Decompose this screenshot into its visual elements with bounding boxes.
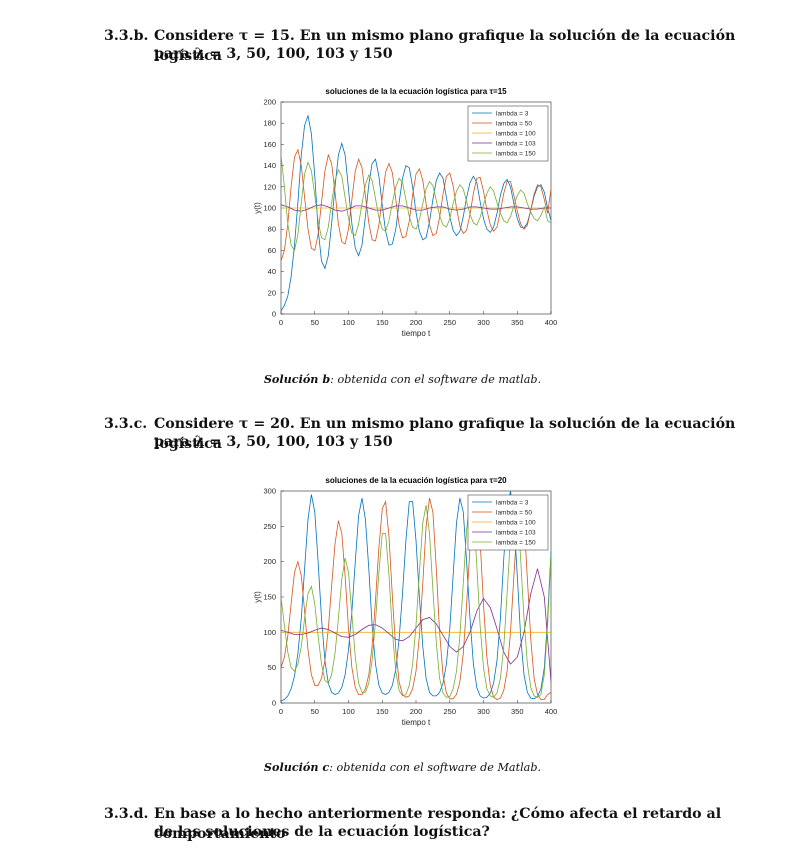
legend-label: lambda = 3 [496,111,529,118]
legend-label: lambda = 150 [496,151,536,158]
y-tick-label: 150 [263,593,276,602]
caption-text: : obtenida con el software de Matlab. [329,761,542,774]
y-tick-label: 250 [263,522,276,531]
y-tick-label: 0 [272,699,276,708]
legend-label: lambda = 3 [496,500,529,507]
legend-label: lambda = 150 [496,540,536,547]
x-tick-label: 50 [311,318,319,327]
series-line-5 [281,500,551,698]
exercise-statement-line2: para λ = 3, 50, 100, 103 y 150 [154,434,393,450]
legend-box [467,105,549,162]
y-tick-label: 100 [263,204,276,213]
y-tick-label: 160 [263,140,276,149]
x-tick-label: 200 [410,318,423,327]
legend-label: lambda = 50 [496,510,532,517]
y-tick-label: 60 [268,246,276,255]
figure-caption-b: Solución b: obtenida con el software de … [0,372,805,386]
series-line-1 [281,114,551,312]
exercise-number: 3.3.b. [104,28,149,44]
series-line-2 [281,148,551,262]
x-tick-label: 400 [545,707,558,716]
chart-title: soluciones de la la ecuación logística p… [325,87,507,96]
legend-label: lambda = 103 [496,530,536,537]
y-tick-label: 120 [263,182,276,191]
y-tick-label: 200 [263,98,276,107]
chart-title: soluciones de la la ecuación logística p… [325,476,507,485]
caption-label: Solución c [263,760,330,774]
y-tick-label: 40 [268,267,276,276]
x-tick-label: 400 [545,318,558,327]
series-line-4 [281,204,551,212]
x-tick-label: 150 [376,707,389,716]
x-tick-label: 200 [410,707,423,716]
x-tick-label: 300 [477,707,490,716]
chart-tau-20: soluciones de la la ecuación logística p… [253,476,558,727]
x-tick-label: 0 [279,707,283,716]
y-tick-label: 50 [268,663,276,672]
x-tick-label: 350 [511,707,524,716]
caption-label: Solución b [263,372,331,386]
legend-box [467,494,549,551]
exercise-number: 3.3.d. [104,806,149,822]
x-tick-label: 250 [443,318,456,327]
x-tick-label: 150 [376,318,389,327]
x-axis-label: tiempo t [402,718,431,727]
x-tick-label: 350 [511,318,524,327]
y-axis-label: y(t) [253,591,262,603]
legend-label: lambda = 103 [496,141,536,148]
exercise-statement-line1: Considere τ = 20. En un mismo plano graf… [154,416,736,452]
y-tick-label: 300 [263,487,276,496]
x-tick-label: 300 [477,318,490,327]
legend-label: lambda = 100 [496,131,536,138]
y-tick-label: 200 [263,557,276,566]
y-tick-label: 180 [263,119,276,128]
y-tick-label: 20 [268,288,276,297]
x-tick-label: 250 [443,707,456,716]
exercise-statement-line2: de las soluciones de la ecuación logísti… [154,824,490,840]
y-tick-label: 100 [263,628,276,637]
y-tick-label: 140 [263,161,276,170]
y-tick-label: 0 [272,310,276,319]
x-tick-label: 0 [279,318,283,327]
figure-caption-c: Solución c: obtenida con el software de … [0,760,805,774]
exercise-number: 3.3.c. [104,416,148,432]
series-group [281,114,551,312]
x-tick-label: 50 [311,707,319,716]
x-tick-label: 100 [342,707,355,716]
exercise-statement-line1: En base a lo hecho anteriormente respond… [154,806,722,842]
series-line-2 [281,496,551,700]
caption-text: : obtenida con el software de matlab. [330,373,542,386]
chart-tau-15: soluciones de la la ecuación logística p… [253,87,558,338]
y-tick-label: 80 [268,225,276,234]
legend-label: lambda = 50 [496,121,532,128]
x-tick-label: 100 [342,318,355,327]
legend-label: lambda = 100 [496,520,536,527]
exercise-statement-line2: para λ = 3, 50, 100, 103 y 150 [154,46,393,62]
x-axis-label: tiempo t [402,329,431,338]
y-axis-label: y(t) [253,202,262,214]
exercise-statement-line1: Considere τ = 15. En un mismo plano graf… [154,28,736,64]
series-line-5 [281,154,551,252]
